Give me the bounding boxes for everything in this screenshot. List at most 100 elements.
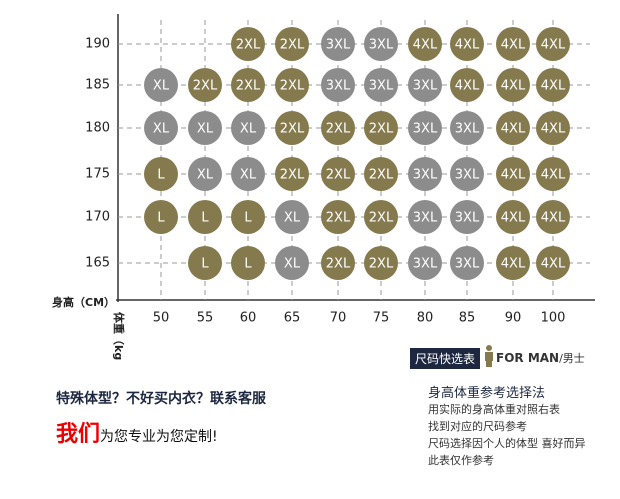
size-label: 2XL (280, 79, 305, 94)
badge-title: 尺码快选表 (410, 348, 481, 369)
size-label: 3XL (413, 122, 438, 137)
size-label: 2XL (369, 122, 394, 137)
size-label: 2XL (369, 257, 394, 272)
weight-axis-label: 体重（kg） (112, 312, 126, 360)
size-badge (275, 200, 309, 234)
size-badge (275, 68, 309, 102)
weight-label: 75 (373, 311, 390, 326)
contact-line: 我们为您专业为您定制! (56, 416, 218, 448)
size-badge (408, 111, 442, 145)
contact-text: 为您专业为您定制! (100, 429, 218, 445)
weight-label: 65 (284, 311, 301, 326)
size-label: 4XL (501, 38, 526, 53)
guide-line: 用实际的身高体重对照右表 (428, 403, 560, 416)
size-label: 4XL (501, 79, 526, 94)
size-label: 3XL (455, 122, 480, 137)
weight-label: 55 (197, 311, 214, 326)
height-label: 165 (85, 256, 110, 271)
size-label: XL (153, 122, 170, 137)
size-label: 2XL (236, 79, 261, 94)
size-badge (188, 157, 222, 191)
size-label: 3XL (413, 168, 438, 183)
guide-title: 身高体重参考选择法 (428, 386, 546, 401)
size-label: XL (284, 257, 301, 272)
size-badge (536, 246, 570, 280)
size-label: XL (284, 211, 301, 226)
size-badge (496, 246, 530, 280)
weight-label: 90 (505, 311, 522, 326)
size-label: 4XL (455, 38, 480, 53)
size-label: L (201, 211, 209, 226)
size-label: 3XL (413, 257, 438, 272)
guide-line: 找到对应的尺码参考 (428, 420, 527, 433)
size-badge (321, 157, 355, 191)
size-label: 2XL (280, 38, 305, 53)
size-label: XL (240, 168, 257, 183)
size-label: 4XL (541, 38, 566, 53)
guide-line: 此表仅作参考 (428, 454, 494, 467)
size-badge (231, 27, 265, 61)
size-badge (231, 68, 265, 102)
size-badge (275, 246, 309, 280)
size-badge (536, 111, 570, 145)
gender: /男士 (559, 352, 585, 365)
size-label: 4XL (501, 122, 526, 137)
size-label: 4XL (413, 38, 438, 53)
size-label: L (157, 211, 165, 226)
size-badge (408, 27, 442, 61)
size-label: 3XL (455, 257, 480, 272)
size-badge (496, 27, 530, 61)
height-label: 190 (85, 37, 110, 52)
size-badge (450, 27, 484, 61)
size-badge (450, 111, 484, 145)
size-badge (408, 68, 442, 102)
size-label: L (201, 257, 209, 272)
size-badge (231, 157, 265, 191)
size-badge (364, 27, 398, 61)
guide-line: 尺码选择因个人的体型 喜好而异 (428, 437, 586, 450)
emphasis: 我们 (56, 422, 101, 447)
size-badge (188, 68, 222, 102)
size-label: XL (240, 122, 257, 137)
size-label: 3XL (413, 211, 438, 226)
weight-label: 85 (459, 311, 476, 326)
size-badge (321, 68, 355, 102)
size-label: 2XL (369, 211, 394, 226)
guide-lines: 用实际的身高体重对照右表 找到对应的尺码参考尺码选择因个人的体型 喜好而异 此表仅作… (428, 401, 586, 469)
weight-label: 50 (153, 311, 170, 326)
weight-label: 80 (417, 311, 434, 326)
size-label: XL (197, 122, 214, 137)
size-badge (536, 27, 570, 61)
size-badge (496, 111, 530, 145)
size-label: 4XL (541, 257, 566, 272)
size-label: 3XL (326, 38, 351, 53)
size-badge (450, 246, 484, 280)
size-label: 4XL (501, 168, 526, 183)
size-badge (275, 111, 309, 145)
size-label: XL (197, 168, 214, 183)
size-label: 4XL (541, 168, 566, 183)
size-badge (144, 68, 178, 102)
size-label: L (244, 211, 252, 226)
size-badge (364, 200, 398, 234)
size-label: 2XL (193, 79, 218, 94)
size-badge (364, 111, 398, 145)
size-label: 4XL (501, 257, 526, 272)
size-badge (188, 246, 222, 280)
size-badge (408, 246, 442, 280)
size-badge (450, 200, 484, 234)
size-label: 2XL (326, 122, 351, 137)
size-badge (188, 111, 222, 145)
size-label: XL (153, 79, 170, 94)
size-badge (536, 157, 570, 191)
man-icon (485, 345, 493, 367)
height-label: 185 (85, 78, 110, 93)
size-label: 4XL (541, 79, 566, 94)
size-label: 3XL (413, 79, 438, 94)
size-label: 2XL (326, 168, 351, 183)
size-label: 3XL (455, 168, 480, 183)
size-badge (408, 200, 442, 234)
weight-label: 100 (541, 311, 566, 326)
size-badge (496, 157, 530, 191)
